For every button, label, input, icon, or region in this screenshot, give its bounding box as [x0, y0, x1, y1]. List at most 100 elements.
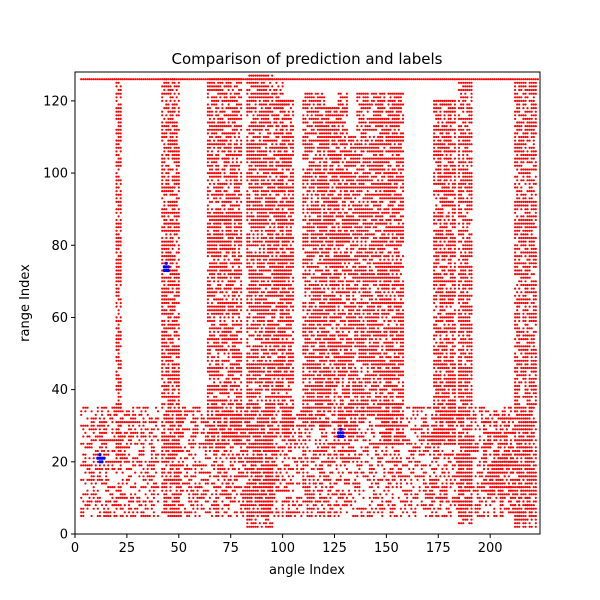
- red-data-point: [229, 305, 232, 308]
- red-data-point: [271, 287, 274, 290]
- red-data-point: [173, 153, 176, 157]
- red-data-point: [256, 348, 259, 351]
- red-data-point: [231, 172, 234, 175]
- red-data-point: [271, 74, 274, 77]
- red-data-point: [173, 204, 176, 207]
- red-data-point: [225, 190, 228, 193]
- red-data-point: [302, 370, 305, 373]
- red-data-point: [227, 200, 230, 203]
- red-data-point: [175, 301, 178, 305]
- red-data-point: [115, 226, 118, 229]
- red-data-point: [287, 168, 290, 171]
- red-data-point: [165, 276, 168, 279]
- red-data-point: [260, 348, 263, 351]
- red-data-point: [277, 374, 280, 377]
- red-data-point: [287, 215, 290, 218]
- red-data-point: [279, 327, 282, 330]
- red-data-point: [163, 500, 166, 503]
- red-data-point: [233, 381, 236, 384]
- red-data-point: [227, 85, 230, 88]
- red-data-point: [246, 236, 249, 240]
- red-data-point: [231, 211, 234, 214]
- red-data-point: [111, 78, 114, 81]
- red-data-point: [206, 229, 209, 232]
- red-data-point: [163, 85, 166, 88]
- red-data-point: [215, 96, 218, 99]
- red-data-point: [277, 215, 280, 218]
- red-data-point: [173, 323, 176, 326]
- red-data-point: [237, 305, 241, 308]
- red-data-point: [281, 301, 284, 305]
- red-data-point: [277, 381, 280, 384]
- red-data-point: [279, 110, 282, 113]
- red-data-point: [227, 125, 230, 128]
- red-data-point: [312, 348, 315, 351]
- red-data-point: [161, 276, 164, 279]
- red-data-point: [283, 345, 286, 348]
- red-data-point: [221, 240, 224, 243]
- red-data-point: [308, 168, 311, 171]
- red-data-point: [291, 280, 295, 283]
- red-data-point: [173, 449, 176, 453]
- red-data-point: [208, 215, 211, 218]
- red-data-point: [306, 233, 309, 236]
- red-data-point: [316, 240, 319, 243]
- red-data-point: [248, 193, 251, 196]
- red-data-point: [225, 81, 228, 84]
- red-data-point: [227, 392, 230, 395]
- red-data-point: [304, 399, 307, 402]
- red-data-point: [264, 348, 268, 351]
- red-data-point: [221, 143, 224, 146]
- red-data-point: [285, 157, 288, 160]
- red-data-point: [115, 273, 118, 276]
- red-data-point: [215, 240, 218, 243]
- red-data-point: [231, 439, 234, 442]
- red-data-point: [252, 132, 255, 135]
- red-data-point: [304, 117, 307, 120]
- red-data-point: [269, 164, 272, 167]
- red-data-point: [240, 81, 243, 84]
- red-data-point: [264, 74, 268, 77]
- red-data-point: [119, 316, 122, 319]
- red-data-point: [304, 186, 307, 189]
- red-data-point: [217, 298, 220, 301]
- red-data-point: [240, 323, 243, 326]
- red-data-point: [217, 399, 220, 402]
- red-data-point: [283, 218, 286, 222]
- red-data-point: [279, 381, 282, 384]
- red-data-point: [210, 240, 214, 243]
- red-data-point: [246, 417, 249, 420]
- red-data-point: [240, 327, 243, 330]
- red-data-point: [208, 363, 211, 366]
- red-data-point: [167, 240, 170, 243]
- red-data-point: [258, 139, 261, 142]
- red-data-point: [289, 410, 292, 413]
- red-data-point: [117, 312, 120, 315]
- red-data-point: [281, 294, 284, 297]
- red-data-point: [219, 334, 222, 337]
- red-data-point: [316, 291, 319, 294]
- red-data-point: [171, 78, 174, 81]
- red-data-point: [171, 143, 174, 146]
- red-data-point: [161, 157, 164, 160]
- red-data-point: [169, 377, 172, 380]
- red-data-point: [117, 81, 120, 84]
- red-data-point: [175, 507, 178, 510]
- red-data-point: [206, 233, 209, 236]
- red-data-point: [258, 312, 261, 315]
- red-data-point: [312, 226, 315, 229]
- red-data-point: [320, 403, 324, 406]
- red-data-point: [262, 486, 265, 489]
- red-data-point: [177, 388, 180, 391]
- red-data-point: [252, 218, 255, 222]
- red-data-point: [277, 327, 280, 330]
- red-data-point: [233, 168, 236, 171]
- red-data-point: [501, 78, 504, 81]
- red-data-point: [223, 276, 226, 279]
- red-data-point: [316, 323, 319, 326]
- red-data-point: [210, 384, 214, 388]
- red-data-point: [248, 276, 251, 279]
- red-data-point: [256, 175, 259, 178]
- red-data-point: [219, 135, 222, 139]
- red-data-point: [225, 276, 228, 279]
